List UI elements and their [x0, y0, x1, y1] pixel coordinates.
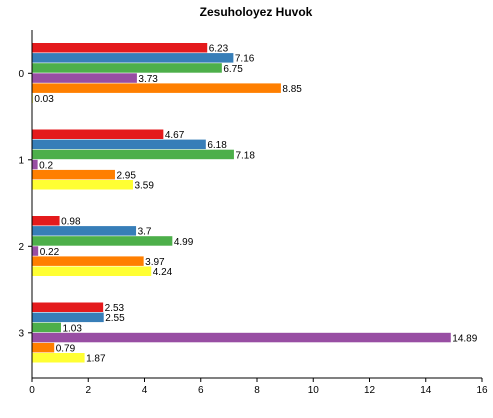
x-tick-label: 12 — [364, 385, 376, 396]
x-tick-label: 2 — [85, 385, 91, 396]
category-label: 0 — [18, 69, 24, 80]
bar — [32, 302, 104, 312]
bar — [32, 236, 173, 246]
data-label: 0.79 — [56, 343, 76, 354]
x-tick-label: 0 — [29, 385, 35, 396]
y-axis: 0 1 2 3 — [18, 30, 33, 378]
chart-title: Zesuholoyez Huvok — [200, 5, 313, 19]
x-tick-label: 16 — [476, 385, 488, 396]
bar-group: 6.237.166.753.738.850.034.676.187.180.22… — [32, 43, 478, 365]
bar — [32, 63, 222, 73]
data-label: 4.24 — [153, 267, 173, 278]
data-label: 4.67 — [165, 130, 185, 141]
x-axis: 0 2 4 6 8 10 12 14 16 — [29, 377, 488, 396]
x-tick-label: 4 — [142, 385, 148, 396]
data-label: 0.98 — [61, 217, 81, 228]
data-label: 7.18 — [235, 150, 255, 161]
bar — [32, 180, 133, 190]
data-label: 2.55 — [105, 313, 125, 324]
bar — [32, 226, 137, 236]
data-label: 2.95 — [116, 170, 136, 181]
bar — [32, 43, 208, 53]
data-label: 7.16 — [235, 54, 255, 65]
bar — [32, 73, 137, 83]
bar — [32, 312, 104, 323]
data-label: 0.2 — [39, 160, 53, 171]
bar — [32, 129, 164, 139]
x-tick-label: 6 — [198, 385, 204, 396]
bar — [32, 342, 55, 353]
bar — [32, 83, 281, 93]
data-label: 14.89 — [452, 333, 477, 344]
data-label: 3.97 — [145, 257, 165, 268]
data-label: 4.99 — [174, 237, 194, 248]
x-tick-label: 8 — [254, 385, 260, 396]
bar — [32, 169, 115, 180]
bar — [32, 256, 144, 266]
data-label: 1.03 — [62, 323, 82, 334]
bar — [32, 139, 206, 150]
data-label: 3.73 — [138, 74, 158, 85]
x-tick-label: 14 — [420, 385, 432, 396]
data-label: 2.53 — [105, 303, 125, 314]
bar — [32, 353, 85, 363]
bar — [32, 216, 60, 226]
bar — [32, 322, 61, 333]
data-label: 6.18 — [207, 140, 227, 151]
data-label: 8.85 — [282, 84, 302, 95]
bar — [32, 159, 38, 170]
data-label: 0.22 — [40, 247, 60, 258]
data-label: 3.59 — [134, 181, 154, 192]
bar — [32, 246, 39, 256]
data-label: 6.75 — [223, 64, 243, 75]
data-label: 3.7 — [138, 227, 152, 238]
category-label: 2 — [18, 242, 24, 253]
bar — [32, 332, 451, 343]
bar — [32, 149, 234, 160]
data-label: 6.23 — [209, 44, 229, 55]
data-label: 1.87 — [86, 354, 106, 365]
bar — [32, 53, 234, 63]
category-label: 1 — [18, 155, 24, 166]
x-tick-label: 10 — [308, 385, 320, 396]
data-label: 0.03 — [34, 94, 54, 105]
bar — [32, 266, 152, 276]
category-label: 3 — [18, 328, 24, 339]
